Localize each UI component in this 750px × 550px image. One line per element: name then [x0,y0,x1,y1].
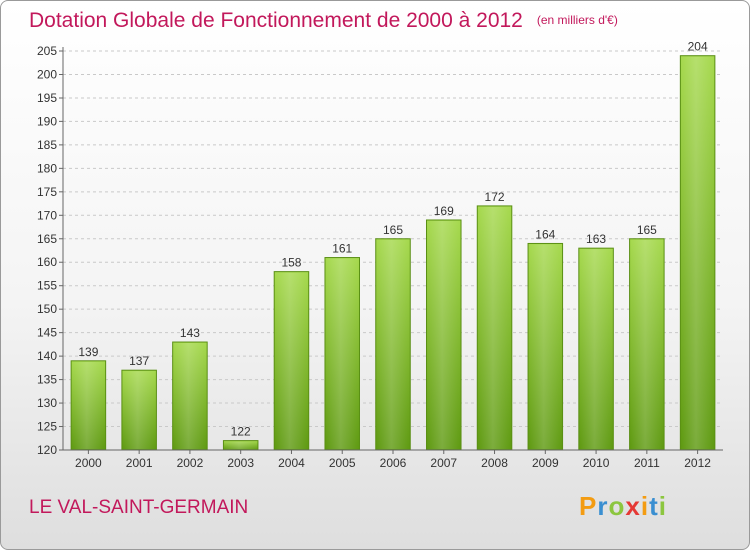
x-tick-label: 2008 [481,456,508,470]
y-tick-label: 140 [37,349,57,363]
chart-title-text: Dotation Globale de Fonctionnement de 20… [29,9,523,32]
bar-highlight [224,441,257,449]
bar-highlight [427,220,461,449]
bar-value-label: 169 [434,204,454,218]
y-tick-label: 200 [37,67,57,81]
x-tick-label: 2012 [684,456,711,470]
bar-highlight [478,206,511,449]
bar-value-label: 165 [383,223,403,237]
logo-letter: P [579,491,598,521]
bar-value-label: 161 [332,242,352,256]
bar-value-label: 137 [129,354,149,368]
x-tick-label: 2001 [126,456,153,470]
y-tick-label: 150 [37,302,57,316]
y-tick-label: 170 [37,208,57,222]
y-tick-label: 135 [37,373,57,387]
y-axis-ticks: 120 125 130 135 140 145 150 155 160 165 170 175 180 1… [37,44,63,457]
bar-highlight [376,239,410,449]
y-tick-label: 130 [37,396,57,410]
x-tick-label: 2007 [430,456,457,470]
x-tick-label: 2009 [532,456,559,470]
bar-highlight [325,258,359,449]
y-tick-label: 175 [37,185,57,199]
x-tick-label: 2006 [380,456,407,470]
proxiti-logo: Proxiti [579,491,667,522]
x-tick-label: 2000 [75,456,102,470]
x-tick-label: 2003 [227,456,254,470]
y-tick-label: 205 [37,44,57,58]
bar-value-label: 164 [535,227,555,241]
x-tick-label: 2011 [634,456,660,470]
x-tick-label: 2005 [329,456,356,470]
bar-highlight [630,239,664,449]
y-tick-label: 160 [37,255,57,269]
y-tick-label: 125 [37,420,57,434]
bar-highlight [579,249,613,449]
bar-value-label: 122 [231,425,251,439]
logo-letter: x [625,491,641,521]
chart-title: Dotation Globale de Fonctionnement de 20… [29,9,618,33]
logo-letter: o [608,491,626,521]
chart-unit-label: (en milliers d'€) [536,13,618,27]
x-tick-label: 2004 [278,456,305,470]
logo-letter: i [640,491,650,521]
bar-highlight [681,56,714,449]
y-tick-label: 180 [37,161,57,175]
y-tick-label: 195 [37,91,57,105]
bar-highlight [122,371,156,449]
bar-value-label: 143 [180,326,200,340]
bar-value-label: 204 [688,40,708,54]
commune-name: LE VAL-SAINT-GERMAIN [29,497,249,518]
y-tick-label: 155 [37,279,57,293]
bar-value-label: 165 [637,223,657,237]
bar-value-label: 158 [281,256,301,270]
bar-highlight [529,244,562,449]
y-tick-label: 120 [37,443,57,457]
bar-value-label: 172 [485,190,505,204]
y-tick-label: 185 [37,138,57,152]
bar-highlight [173,343,207,449]
x-tick-label: 2010 [583,456,610,470]
bar-value-label: 139 [78,345,98,359]
logo-letter: t [649,491,659,521]
y-tick-label: 165 [37,232,57,246]
logo-letter: r [597,491,609,521]
y-tick-label: 190 [37,114,57,128]
bar-value-label: 163 [586,232,606,246]
bar-highlight [275,272,308,449]
bars: 139 137 143 122 158 161 165 169 172 164 163 165 204 [70,40,716,451]
logo-letter: i [658,491,667,521]
y-tick-label: 145 [37,326,57,340]
x-tick-label: 2002 [177,456,204,470]
x-axis-ticks: 2000 2001 2002 2003 2004 2005 2006 2007 2008 2009… [75,450,711,470]
bar-highlight [72,361,105,449]
